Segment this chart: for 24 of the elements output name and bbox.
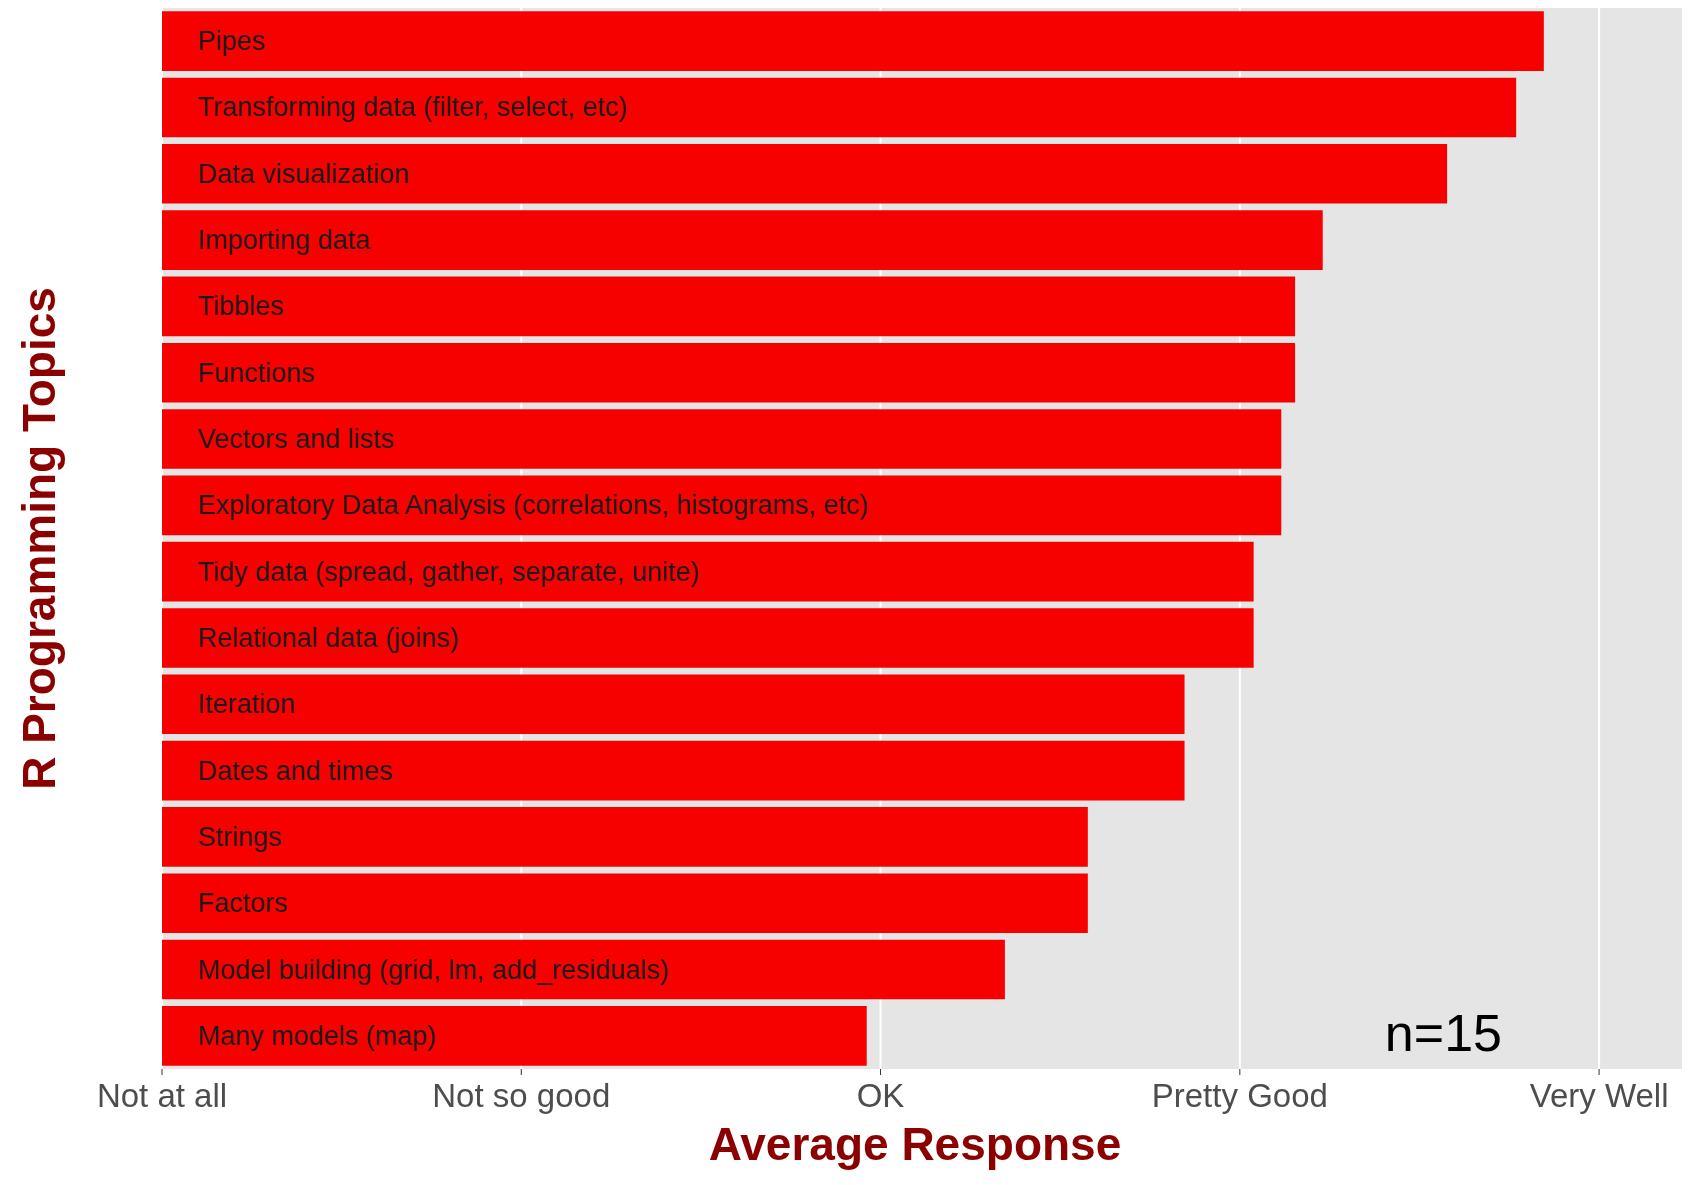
- y-tick-label: Strings: [198, 821, 283, 852]
- y-tick-label: Tibbles: [198, 291, 285, 322]
- annotation: n=15: [1384, 1004, 1503, 1062]
- y-tick-label: Relational data (joins): [198, 622, 460, 653]
- y-tick-label: Vectors and lists: [198, 424, 395, 455]
- y-tick-label: Tidy data (spread, gather, separate, unite): [198, 556, 700, 587]
- y-tick-label: Pipes: [198, 26, 266, 57]
- y-tick-label: Data visualization: [198, 158, 410, 189]
- text: OK: [856, 1077, 905, 1114]
- y-tick-label: Model building (grid, lm, add_residuals): [198, 954, 670, 985]
- y-tick-label: Iteration: [198, 689, 296, 720]
- y-tick-label: Dates and times: [198, 755, 394, 786]
- y-tick-label: Factors: [198, 888, 289, 919]
- y-tick-label: Exploratory Data Analysis (correlations, histograms, etc): [198, 490, 869, 521]
- text: Pretty Good: [1151, 1077, 1328, 1114]
- y-tick-label: Many models (map): [198, 1020, 437, 1051]
- x-axis-title: Average Response: [708, 1118, 1122, 1170]
- y-axis-title: R Programming Topics: [13, 287, 65, 790]
- y-tick-label: Functions: [198, 357, 316, 388]
- text: Not so good: [432, 1077, 611, 1114]
- y-tick-label: Transforming data (filter, select, etc): [198, 92, 628, 123]
- y-tick-label: Importing data: [198, 225, 372, 256]
- text: Not at all: [96, 1077, 228, 1114]
- text: Very Well: [1529, 1077, 1669, 1114]
